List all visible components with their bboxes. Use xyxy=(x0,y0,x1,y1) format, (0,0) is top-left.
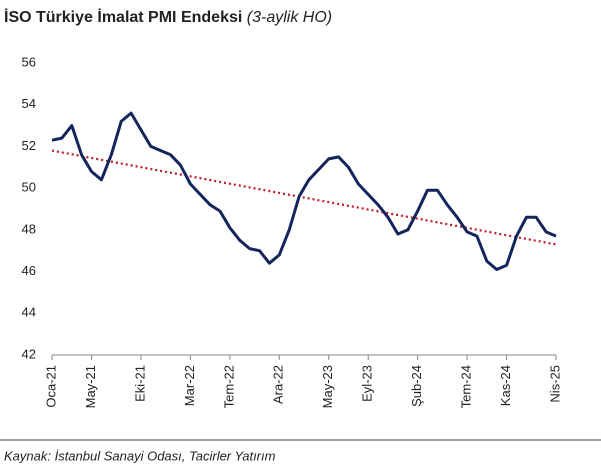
y-tick-label: 56 xyxy=(22,54,36,69)
chart-heading: İSO Türkiye İmalat PMI Endeksi (3-aylik … xyxy=(4,8,332,26)
x-tick-label: May-21 xyxy=(83,365,98,408)
x-tick-label: Şub-24 xyxy=(409,365,424,407)
y-tick-label: 54 xyxy=(22,96,36,111)
x-tick-label: Eyl-23 xyxy=(360,365,375,402)
y-tick-label: 44 xyxy=(22,305,36,320)
chart-subtitle: (3-aylik HO) xyxy=(247,9,332,26)
x-tick-label: Ara-22 xyxy=(271,365,286,404)
x-tick-label: Oca-21 xyxy=(43,365,58,408)
y-tick-label: 52 xyxy=(22,138,36,153)
y-tick-label: 50 xyxy=(22,180,36,195)
y-tick-label: 42 xyxy=(22,346,36,361)
trend-line xyxy=(51,149,557,246)
x-tick-label: May-23 xyxy=(320,365,335,408)
x-tick-label: Nis-25 xyxy=(547,365,562,403)
x-tick-label: Kas-24 xyxy=(498,365,513,406)
chart-title: İSO Türkiye İmalat PMI Endeksi xyxy=(4,8,242,26)
x-tick-label: Mar-22 xyxy=(182,365,197,406)
source-note: Kaynak: İstanbul Sanayi Odası, Tacirler … xyxy=(4,448,276,463)
x-tick-label: Tem-22 xyxy=(221,365,236,408)
x-tick-label: Eki-21 xyxy=(132,365,147,402)
y-tick-label: 46 xyxy=(22,263,36,278)
pmi-line xyxy=(51,111,557,271)
x-tick-label: Tem-24 xyxy=(458,365,473,408)
y-tick-label: 48 xyxy=(22,221,36,236)
